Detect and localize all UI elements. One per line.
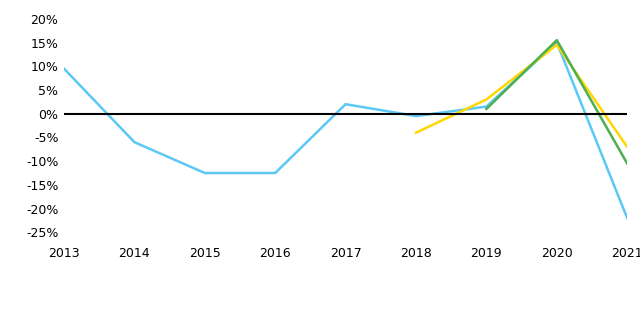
Smart Money [271,171,279,175]
Smart Money [412,114,420,118]
Smart Money [131,140,138,144]
Line: Smart Money: Smart Money [64,42,627,218]
AI [412,131,420,135]
Smart Money [342,102,349,106]
AI [553,43,561,47]
Smart Money [623,216,631,220]
Crowd Intelligence [483,107,490,111]
AI [623,145,631,149]
Smart Money [553,41,561,44]
Smart Money [201,171,209,175]
Line: AI: AI [416,45,627,147]
Crowd Intelligence [553,38,561,42]
Crowd Intelligence [623,162,631,165]
Smart Money [60,67,68,70]
Smart Money [483,105,490,108]
AI [483,98,490,101]
Line: Crowd Intelligence: Crowd Intelligence [486,40,627,163]
